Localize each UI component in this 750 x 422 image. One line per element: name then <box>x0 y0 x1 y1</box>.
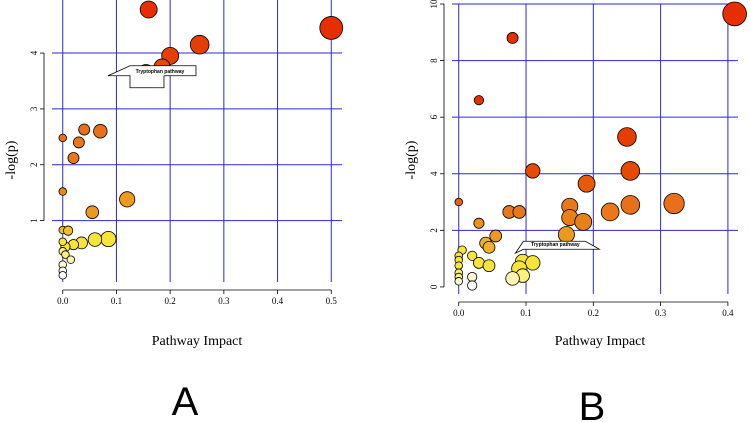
panel-letter: B <box>579 385 606 422</box>
y-tick-label: 2 <box>29 162 39 167</box>
data-point <box>61 250 70 259</box>
data-point <box>574 212 593 231</box>
data-points <box>454 1 747 291</box>
data-point <box>620 195 641 215</box>
data-point <box>722 1 747 27</box>
data-point <box>63 225 74 236</box>
data-point <box>620 161 641 181</box>
data-point <box>67 152 80 164</box>
data-point <box>525 255 541 271</box>
data-points <box>58 0 344 280</box>
data-point <box>482 240 496 254</box>
data-point <box>58 271 67 280</box>
x-tick-label: 0.0 <box>453 308 465 318</box>
data-point <box>525 163 541 179</box>
data-point <box>66 255 76 264</box>
data-point <box>454 261 463 270</box>
data-point <box>467 250 478 261</box>
y-axis-label: -log(p) <box>404 140 419 179</box>
x-tick-label: 0.4 <box>722 308 734 318</box>
data-point <box>85 205 100 219</box>
y-tick-label: 4 <box>29 50 39 55</box>
data-point <box>72 136 85 149</box>
data-point <box>489 229 503 243</box>
scatter-panel-a: 0.0 0.1 0.2 0.3 0.4 0.5 1 2 3 4 Pathway Impact -log… <box>4 0 344 422</box>
data-point <box>482 259 496 273</box>
y-tick-label: 10 <box>429 0 439 9</box>
data-point <box>189 34 210 55</box>
x-tick-label: 0.5 <box>326 296 338 306</box>
data-point <box>454 197 463 207</box>
data-point <box>319 16 344 40</box>
data-point <box>467 280 478 291</box>
x-tick-label: 0.3 <box>655 308 667 318</box>
y-tick-label: 3 <box>29 106 39 111</box>
data-point <box>454 277 463 286</box>
axes: 0.0 0.1 0.2 0.3 0.4 0 2 4 6 8 10 <box>429 0 734 318</box>
data-point <box>506 32 519 44</box>
data-point <box>467 271 478 283</box>
data-point <box>505 271 520 286</box>
data-point <box>119 191 136 208</box>
data-point <box>139 0 158 19</box>
y-tick-label: 1 <box>29 218 39 223</box>
data-point <box>58 133 67 143</box>
annotation-arrow <box>514 240 601 255</box>
data-point <box>577 174 596 193</box>
y-tick-label: 4 <box>429 171 439 176</box>
data-point <box>78 123 91 136</box>
annotation-label: Tryptophan pathway <box>531 242 580 248</box>
data-point <box>473 95 484 106</box>
data-point <box>100 230 117 248</box>
data-point <box>600 202 620 222</box>
data-point <box>557 226 575 244</box>
data-point <box>58 237 67 247</box>
data-point <box>663 192 685 215</box>
x-tick-label: 0.2 <box>165 296 176 306</box>
y-tick-label: 6 <box>429 114 439 119</box>
x-tick-label: 0.4 <box>272 296 284 306</box>
y-tick-label: 8 <box>429 58 439 63</box>
grid-lines <box>452 3 738 294</box>
x-tick-label: 0.0 <box>57 296 69 306</box>
data-point <box>617 127 637 147</box>
x-axis-label: Pathway Impact <box>152 334 243 349</box>
annotation-label: Tryptophan pathway <box>136 69 185 75</box>
x-axis-label: Pathway Impact <box>555 334 646 349</box>
y-tick-label: 2 <box>429 228 439 233</box>
data-point <box>87 232 103 247</box>
axes: 0.0 0.1 0.2 0.3 0.4 0.5 1 2 3 4 <box>29 50 337 306</box>
data-point <box>473 217 485 229</box>
scatter-panel-b: 0.0 0.1 0.2 0.3 0.4 0 2 4 6 8 10 Pathway Impact -log… <box>404 0 747 422</box>
data-point <box>512 205 527 219</box>
y-tick-label: 0 <box>429 284 439 289</box>
x-tick-label: 0.1 <box>520 308 531 318</box>
data-point <box>58 187 67 196</box>
x-tick-label: 0.2 <box>588 308 599 318</box>
data-point <box>93 124 108 139</box>
y-axis-label: -log(p) <box>4 140 19 179</box>
x-tick-label: 0.3 <box>218 296 230 306</box>
annotation-arrow <box>107 65 197 89</box>
panel-letter: A <box>172 380 199 422</box>
x-tick-label: 0.1 <box>111 296 122 306</box>
